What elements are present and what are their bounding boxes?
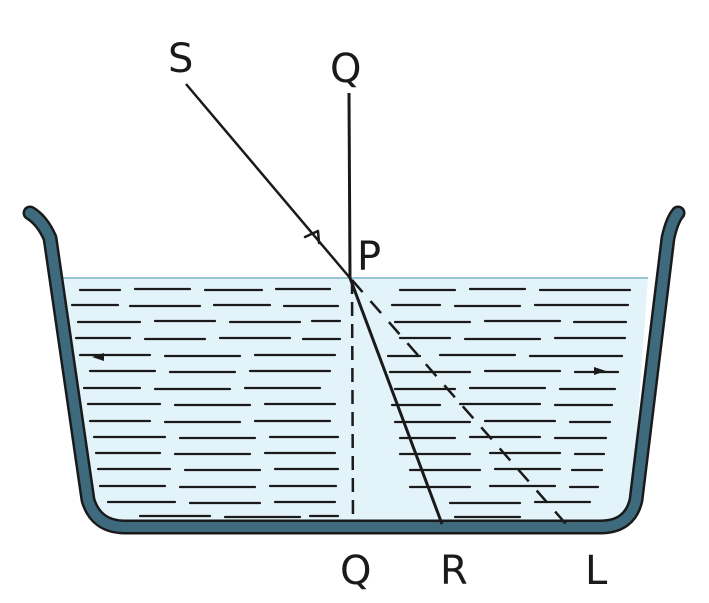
label-s: S bbox=[168, 36, 193, 82]
incident-ray bbox=[185, 83, 351, 279]
water-right-arrowhead bbox=[594, 367, 606, 375]
label-q-top: Q bbox=[330, 46, 361, 92]
normal-line-lower bbox=[350, 279, 355, 523]
label-l: L bbox=[585, 548, 608, 594]
container-wall-fill bbox=[25, 208, 683, 532]
normal-line-upper bbox=[347, 92, 352, 279]
water-hatching bbox=[70, 287, 632, 519]
water-left-arrowhead bbox=[92, 353, 104, 361]
refracted-ray bbox=[348, 277, 444, 525]
label-q-bottom: Q bbox=[340, 548, 371, 594]
label-r: R bbox=[440, 548, 468, 594]
label-p: P bbox=[357, 234, 381, 280]
incident-ray-arrowhead bbox=[303, 229, 321, 245]
